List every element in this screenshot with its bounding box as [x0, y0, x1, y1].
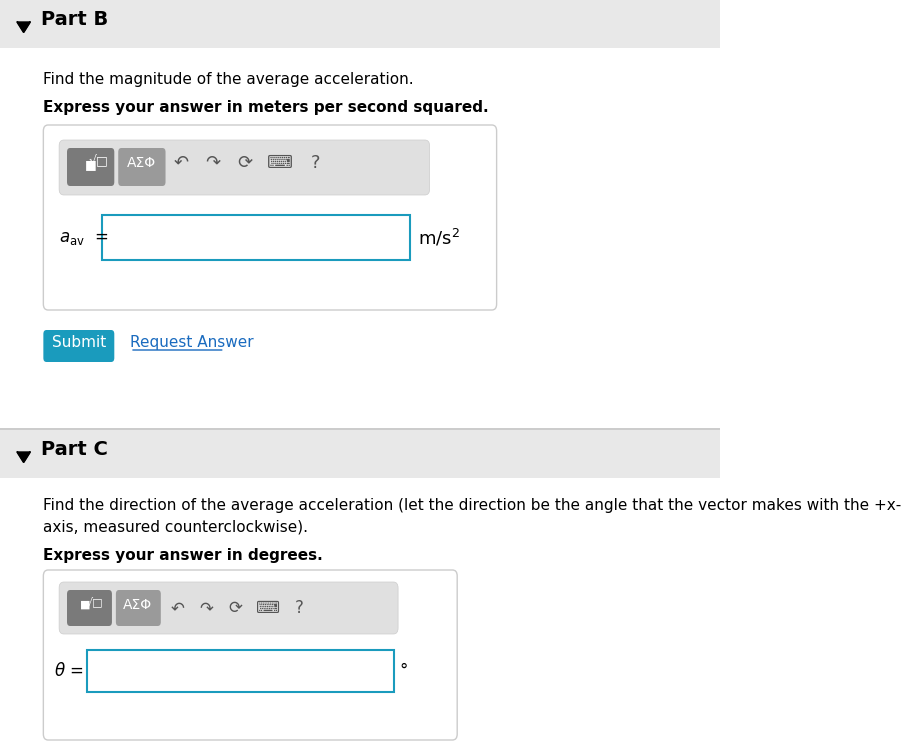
- Text: $a_{\mathrm{av}}$  =: $a_{\mathrm{av}}$ =: [59, 229, 109, 247]
- Text: $\theta$ =: $\theta$ =: [54, 662, 83, 680]
- Text: ⌨: ⌨: [256, 599, 280, 617]
- Text: Request Answer: Request Answer: [130, 335, 254, 350]
- Text: √□: √□: [86, 597, 103, 608]
- FancyBboxPatch shape: [87, 650, 394, 692]
- FancyBboxPatch shape: [116, 590, 161, 626]
- Polygon shape: [17, 452, 30, 462]
- Text: Express your answer in degrees.: Express your answer in degrees.: [43, 548, 323, 563]
- FancyBboxPatch shape: [119, 148, 165, 186]
- Text: Express your answer in meters per second squared.: Express your answer in meters per second…: [43, 100, 489, 115]
- Text: ?: ?: [295, 599, 304, 617]
- FancyBboxPatch shape: [67, 148, 114, 186]
- Text: ⟳: ⟳: [229, 599, 243, 617]
- FancyBboxPatch shape: [102, 215, 410, 260]
- FancyBboxPatch shape: [59, 140, 430, 195]
- FancyBboxPatch shape: [43, 125, 497, 310]
- FancyBboxPatch shape: [0, 428, 719, 430]
- Text: AΣΦ: AΣΦ: [127, 156, 156, 170]
- Text: °: °: [400, 662, 408, 680]
- FancyBboxPatch shape: [0, 478, 719, 747]
- Text: Part C: Part C: [41, 440, 108, 459]
- Polygon shape: [17, 22, 30, 32]
- Text: ↷: ↷: [205, 154, 220, 172]
- Text: Find the magnitude of the average acceleration.: Find the magnitude of the average accele…: [43, 72, 414, 87]
- FancyBboxPatch shape: [0, 48, 719, 428]
- FancyBboxPatch shape: [59, 582, 398, 634]
- Text: Find the direction of the average acceleration (let the direction be the angle t: Find the direction of the average accele…: [43, 498, 902, 513]
- Text: Submit: Submit: [52, 335, 106, 350]
- Text: Part B: Part B: [41, 10, 109, 29]
- Text: ?: ?: [310, 154, 320, 172]
- Text: ↶: ↶: [173, 154, 189, 172]
- Text: axis, measured counterclockwise).: axis, measured counterclockwise).: [43, 520, 309, 535]
- Text: AΣΦ: AΣΦ: [123, 598, 152, 612]
- Text: ⌨: ⌨: [267, 154, 293, 172]
- FancyBboxPatch shape: [67, 590, 112, 626]
- Text: $\mathrm{m/s}^2$: $\mathrm{m/s}^2$: [418, 227, 459, 249]
- FancyBboxPatch shape: [43, 570, 457, 740]
- Text: ■: ■: [85, 158, 97, 171]
- Text: ■: ■: [79, 600, 90, 610]
- FancyBboxPatch shape: [0, 430, 719, 478]
- Text: ↷: ↷: [200, 599, 214, 617]
- Text: √□: √□: [89, 155, 109, 168]
- Text: ↶: ↶: [171, 599, 184, 617]
- FancyBboxPatch shape: [43, 330, 114, 362]
- FancyBboxPatch shape: [0, 0, 719, 48]
- Text: ⟳: ⟳: [236, 154, 252, 172]
